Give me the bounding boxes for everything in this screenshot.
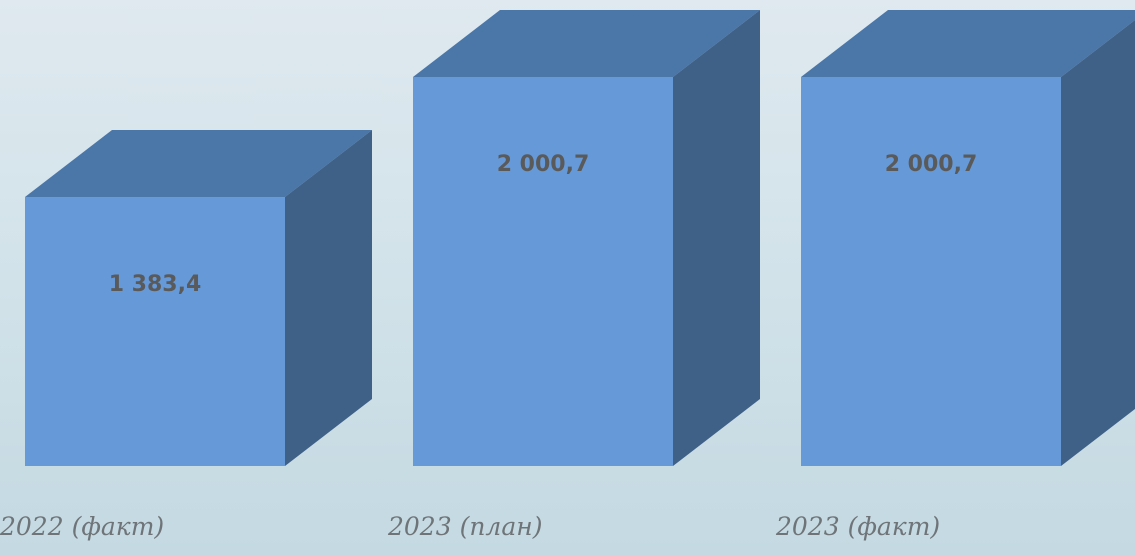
bar-top-face <box>25 130 372 198</box>
bar <box>801 77 1061 466</box>
bar <box>413 77 673 466</box>
data-label: 2 000,7 <box>885 152 978 177</box>
bar-side-face <box>673 10 760 466</box>
bar <box>25 197 285 467</box>
data-label: 2 000,7 <box>497 152 590 177</box>
category-label: 2022 (факт) <box>0 512 164 541</box>
bar-top-face <box>413 10 760 77</box>
bar-side-face <box>285 130 372 467</box>
data-label: 1 383,4 <box>109 272 202 297</box>
bar-side-face <box>1061 20 1135 466</box>
bar-top-face <box>801 10 1135 77</box>
category-label: 2023 (план) <box>387 512 542 541</box>
category-label: 2023 (факт) <box>775 512 940 541</box>
